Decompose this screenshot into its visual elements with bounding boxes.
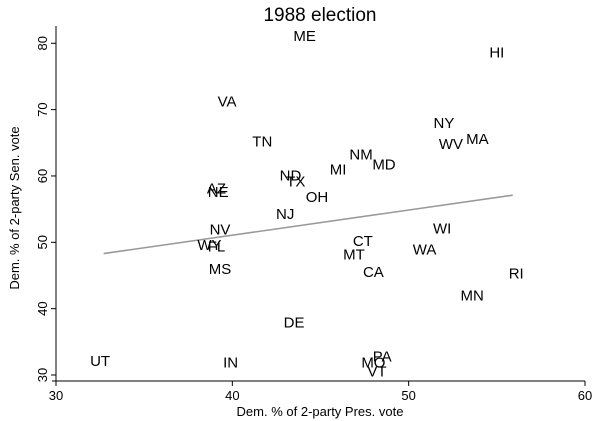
point-label-ut: UT — [90, 353, 110, 370]
fit-line — [103, 194, 513, 255]
y-tick-label: 50 — [35, 235, 50, 249]
point-label-hi: HI — [489, 45, 504, 62]
point-label-tx: TX — [286, 173, 305, 190]
y-axis-title: Dem. % of 2-party Sen. vote — [7, 126, 22, 289]
x-tick-label: 40 — [225, 388, 239, 403]
point-label-md: MD — [372, 157, 395, 174]
point-label-ma: MA — [466, 131, 489, 148]
point-label-nv: NV — [210, 222, 231, 239]
point-label-az: AZ — [207, 181, 226, 198]
x-tick-label: 30 — [49, 388, 63, 403]
point-label-tn: TN — [252, 133, 272, 150]
y-tick-label: 30 — [35, 368, 50, 382]
point-label-pa: PA — [373, 348, 392, 365]
point-label-ne: NE — [208, 184, 229, 201]
point-label-fl: FL — [208, 238, 226, 255]
point-label-mn: MN — [460, 287, 483, 304]
x-tick-label: 60 — [578, 388, 592, 403]
point-label-ri: RI — [509, 265, 524, 282]
y-tick-label: 60 — [35, 169, 50, 183]
x-axis-title: Dem. % of 2-party Pres. vote — [237, 404, 404, 419]
point-label-oh: OH — [306, 189, 329, 206]
y-tick-label: 70 — [35, 102, 50, 116]
point-label-me: ME — [293, 28, 316, 45]
y-tick-label: 80 — [35, 36, 50, 50]
point-label-vt: VT — [367, 364, 386, 381]
point-label-nm: NM — [349, 147, 372, 164]
point-label-ms: MS — [209, 261, 232, 278]
point-label-in: IN — [223, 354, 238, 371]
point-label-nj: NJ — [276, 206, 294, 223]
point-label-nd: ND — [280, 167, 302, 184]
point-label-wv: WV — [439, 136, 463, 153]
point-label-de: DE — [284, 315, 305, 332]
point-label-mt: MT — [343, 246, 365, 263]
chart-title: 1988 election — [263, 5, 376, 26]
x-tick-label: 50 — [401, 388, 415, 403]
point-label-ct: CT — [353, 233, 373, 250]
point-label-wi: WI — [433, 220, 451, 237]
point-label-wa: WA — [413, 242, 437, 259]
point-label-va: VA — [218, 94, 237, 111]
point-label-wy: WY — [197, 237, 221, 254]
point-label-ca: CA — [363, 264, 384, 281]
point-label-mi: MI — [330, 161, 347, 178]
y-tick-label: 40 — [35, 301, 50, 315]
point-label-ny: NY — [434, 115, 455, 132]
point-label-mo: MO — [361, 354, 385, 371]
